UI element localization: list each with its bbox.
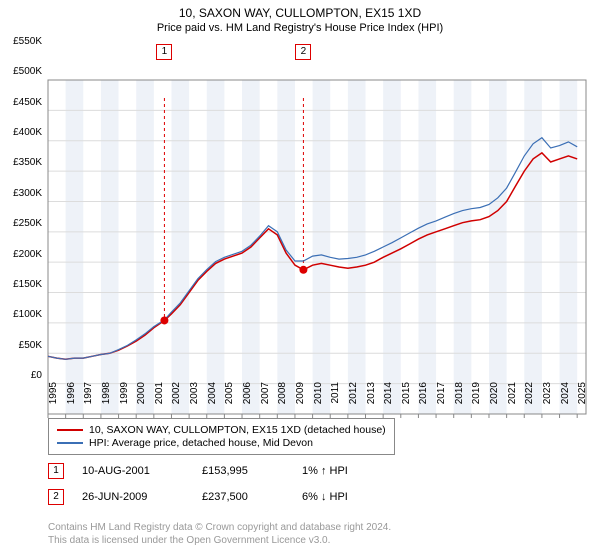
sale-price: £153,995 [202, 465, 302, 477]
y-tick-label: £550K [4, 36, 42, 47]
x-tick-label: 2013 [366, 382, 377, 412]
x-tick-label: 1996 [66, 382, 77, 412]
x-tick-label: 1997 [83, 382, 94, 412]
legend-label: 10, SAXON WAY, CULLOMPTON, EX15 1XD (det… [89, 424, 386, 436]
y-tick-label: £400K [4, 127, 42, 138]
legend: 10, SAXON WAY, CULLOMPTON, EX15 1XD (det… [48, 418, 395, 455]
x-tick-label: 1995 [48, 382, 59, 412]
x-tick-label: 1998 [101, 382, 112, 412]
x-tick-label: 2003 [189, 382, 200, 412]
sale-row: 2 26-JUN-2009£237,5006% ↓ HPI [48, 489, 402, 505]
x-tick-label: 2004 [207, 382, 218, 412]
x-tick-label: 2017 [436, 382, 447, 412]
y-tick-label: £100K [4, 309, 42, 320]
sale-date: 26-JUN-2009 [82, 491, 202, 503]
chart-title: 10, SAXON WAY, CULLOMPTON, EX15 1XD [0, 0, 600, 20]
x-tick-label: 2016 [418, 382, 429, 412]
x-tick-label: 2018 [454, 382, 465, 412]
sale-marker: 2 [295, 44, 311, 60]
x-tick-label: 2020 [489, 382, 500, 412]
sale-row-marker: 1 [48, 463, 64, 479]
sale-price: £237,500 [202, 491, 302, 503]
x-tick-label: 2019 [471, 382, 482, 412]
y-tick-label: £250K [4, 218, 42, 229]
x-tick-label: 2022 [524, 382, 535, 412]
y-tick-label: £200K [4, 249, 42, 260]
x-tick-label: 2006 [242, 382, 253, 412]
x-tick-label: 2024 [560, 382, 571, 412]
legend-item: HPI: Average price, detached house, Mid … [57, 437, 386, 449]
sale-marker: 1 [156, 44, 172, 60]
y-tick-label: £500K [4, 66, 42, 77]
x-tick-label: 2000 [136, 382, 147, 412]
x-tick-label: 2010 [313, 382, 324, 412]
chart-subtitle: Price paid vs. HM Land Registry's House … [0, 20, 600, 38]
legend-swatch [57, 442, 83, 444]
x-tick-label: 2009 [295, 382, 306, 412]
x-tick-label: 2011 [330, 382, 341, 412]
x-tick-label: 2001 [154, 382, 165, 412]
x-tick-label: 2014 [383, 382, 394, 412]
chart-container: 10, SAXON WAY, CULLOMPTON, EX15 1XD Pric… [0, 0, 600, 560]
x-tick-label: 2023 [542, 382, 553, 412]
sale-date: 10-AUG-2001 [82, 465, 202, 477]
sale-delta: 1% ↑ HPI [302, 465, 402, 477]
x-tick-label: 2008 [277, 382, 288, 412]
y-tick-label: £150K [4, 279, 42, 290]
legend-swatch [57, 429, 83, 431]
footer-line-1: Contains HM Land Registry data © Crown c… [48, 522, 391, 533]
legend-item: 10, SAXON WAY, CULLOMPTON, EX15 1XD (det… [57, 424, 386, 436]
y-tick-label: £350K [4, 157, 42, 168]
y-tick-label: £50K [4, 340, 42, 351]
footer-line-2: This data is licensed under the Open Gov… [48, 535, 330, 546]
legend-label: HPI: Average price, detached house, Mid … [89, 437, 313, 449]
y-tick-label: £0 [4, 370, 42, 381]
x-tick-label: 2015 [401, 382, 412, 412]
sale-row-marker: 2 [48, 489, 64, 505]
y-tick-label: £450K [4, 97, 42, 108]
sale-delta: 6% ↓ HPI [302, 491, 402, 503]
x-tick-label: 2007 [260, 382, 271, 412]
x-tick-label: 2025 [577, 382, 588, 412]
x-tick-label: 2021 [507, 382, 518, 412]
x-tick-label: 2012 [348, 382, 359, 412]
sale-row: 1 10-AUG-2001£153,9951% ↑ HPI [48, 463, 402, 479]
x-tick-label: 2002 [171, 382, 182, 412]
y-tick-label: £300K [4, 188, 42, 199]
x-tick-label: 1999 [119, 382, 130, 412]
x-tick-label: 2005 [224, 382, 235, 412]
